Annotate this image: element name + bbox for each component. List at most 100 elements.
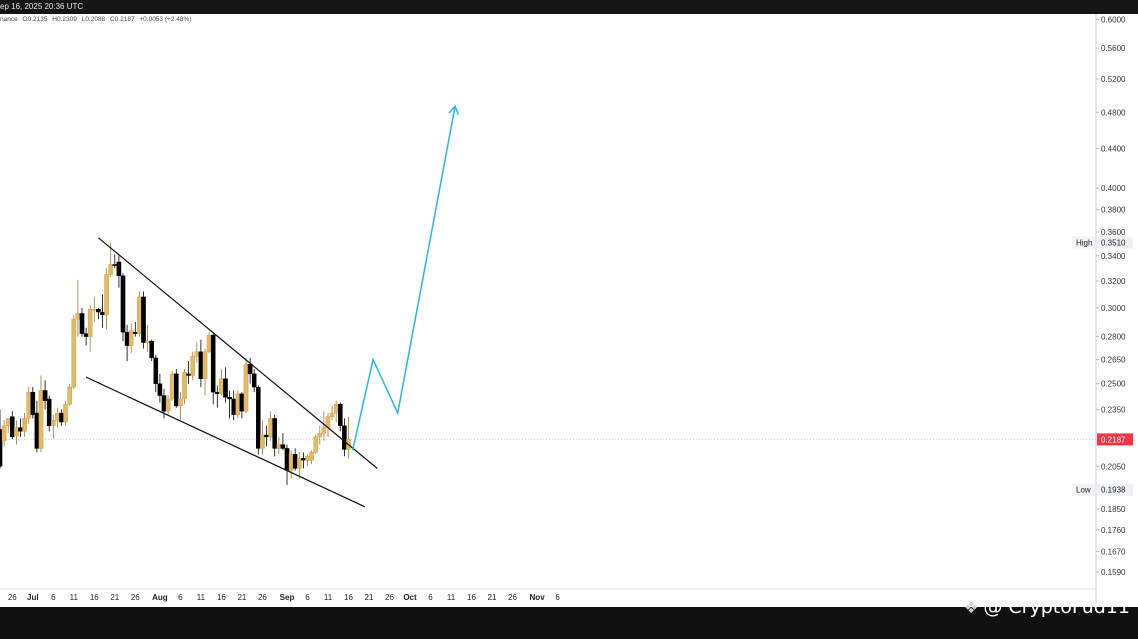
y-tick-label: 0.2800 <box>1101 333 1126 342</box>
y-tick-label: 0.4400 <box>1101 145 1126 154</box>
chart-header-bar: ep 16, 2025 20:36 UTC <box>0 0 1138 14</box>
candle-body <box>194 351 200 357</box>
candle-body <box>112 264 118 266</box>
candle-body <box>46 398 52 426</box>
exchange-name: nance <box>0 16 18 23</box>
candle-body <box>206 334 212 352</box>
candle-body <box>137 296 142 334</box>
low-label-box <box>1072 483 1095 496</box>
y-tick-label: 0.2050 <box>1101 462 1126 471</box>
candle-body <box>342 425 347 450</box>
candle-body <box>132 331 138 334</box>
candle-body <box>55 412 60 421</box>
x-tick-label: Nov <box>530 593 546 602</box>
candle-body <box>247 364 253 375</box>
high-label-box <box>1072 236 1095 249</box>
x-tick-label: 16 <box>467 593 476 602</box>
candle-body <box>14 427 19 437</box>
candle-body <box>71 318 77 388</box>
y-tick-label: 0.5200 <box>1101 75 1126 84</box>
candle-body <box>264 434 269 438</box>
candle-body <box>91 309 97 311</box>
x-tick-label: 6 <box>305 593 310 602</box>
candle-body <box>157 383 163 396</box>
candle-body <box>235 393 241 416</box>
candle-body <box>145 340 150 343</box>
candle-body <box>292 454 298 469</box>
y-tick-label: 0.1590 <box>1101 568 1126 577</box>
candle-body <box>186 373 191 376</box>
x-tick-label: 16 <box>344 593 353 602</box>
candle-body <box>239 393 245 412</box>
candle-body <box>280 444 286 449</box>
last-price-value: 0.2187 <box>1101 435 1126 444</box>
x-tick-label: 26 <box>385 593 394 602</box>
projection-path <box>351 106 456 451</box>
candle-body <box>210 334 216 393</box>
y-tick-label: 0.3200 <box>1101 277 1126 286</box>
candle-body <box>34 412 40 449</box>
candle-body <box>116 261 122 277</box>
x-tick-label: 26 <box>258 593 267 602</box>
y-tick-label: 0.2500 <box>1101 380 1126 389</box>
candle-body <box>202 351 208 379</box>
candle-body <box>149 340 155 359</box>
x-tick-label: 6 <box>178 593 183 602</box>
x-tick-label: 6 <box>428 593 433 602</box>
ohlc-high: H0.2309 <box>52 16 77 23</box>
high-label-text: High <box>1076 239 1092 248</box>
bottom-bar <box>0 607 1138 639</box>
candle-body <box>165 398 171 412</box>
candle-body <box>87 309 93 337</box>
x-tick-label: 16 <box>217 593 226 602</box>
trendline-upper <box>98 237 378 469</box>
candle-body <box>333 404 339 414</box>
x-tick-label: Sep <box>280 593 295 602</box>
y-tick-label: 0.1760 <box>1101 526 1126 535</box>
candle-body <box>305 456 310 461</box>
x-tick-label: 21 <box>110 593 119 602</box>
candle-body <box>214 391 220 395</box>
candle-body <box>223 378 228 398</box>
low-price-box <box>1097 483 1133 496</box>
candle-body <box>198 351 204 379</box>
x-tick-label: 26 <box>8 593 17 602</box>
x-tick-label: Aug <box>152 593 168 602</box>
low-label-text: Low <box>1076 486 1091 495</box>
candle-body <box>338 404 343 426</box>
high-price-value: 0.3510 <box>1101 239 1126 248</box>
x-tick-label: 11 <box>70 593 79 602</box>
candle-body <box>79 313 85 334</box>
y-tick-label: 0.1670 <box>1101 548 1126 557</box>
candle-body <box>108 264 113 275</box>
candle-body <box>124 331 130 346</box>
candle-body <box>297 458 302 469</box>
price-chart[interactable]: 0.1590 0.1670 0.1760 0.1850 0.2050 0.2350 0.25… <box>0 0 1138 607</box>
candle-body <box>0 429 3 467</box>
x-tick-label: 6 <box>555 593 560 602</box>
candle-body <box>120 275 126 333</box>
candle-body <box>153 357 159 384</box>
candle-body <box>272 418 278 449</box>
candle-body <box>51 420 56 426</box>
chart-datetime: ep 16, 2025 20:36 UTC <box>0 2 84 11</box>
candle-body <box>59 412 64 423</box>
candle-body <box>104 274 109 316</box>
low-price-value: 0.1938 <box>1101 486 1126 495</box>
candle-body <box>321 427 327 434</box>
candle-body <box>231 398 237 416</box>
x-tick-label: 6 <box>51 593 56 602</box>
candle-body <box>42 390 48 401</box>
watermark: ❖ @ CryptoFud11 <box>964 596 1130 618</box>
y-tick-label: 0.5600 <box>1101 44 1126 53</box>
y-tick-label: 0.6000 <box>1101 15 1126 24</box>
ohlc-change: +0.0053 (+2.48%) <box>139 16 192 23</box>
y-tick-label: 0.3000 <box>1101 304 1126 313</box>
y-tick-label: 0.4000 <box>1101 184 1126 193</box>
y-tick-label: 0.3400 <box>1101 252 1126 261</box>
last-price-box <box>1097 433 1133 446</box>
trendline-lower <box>85 376 366 508</box>
candle-body <box>190 356 196 376</box>
candle-body <box>141 296 146 343</box>
y-tick-label: 0.3800 <box>1101 206 1126 215</box>
